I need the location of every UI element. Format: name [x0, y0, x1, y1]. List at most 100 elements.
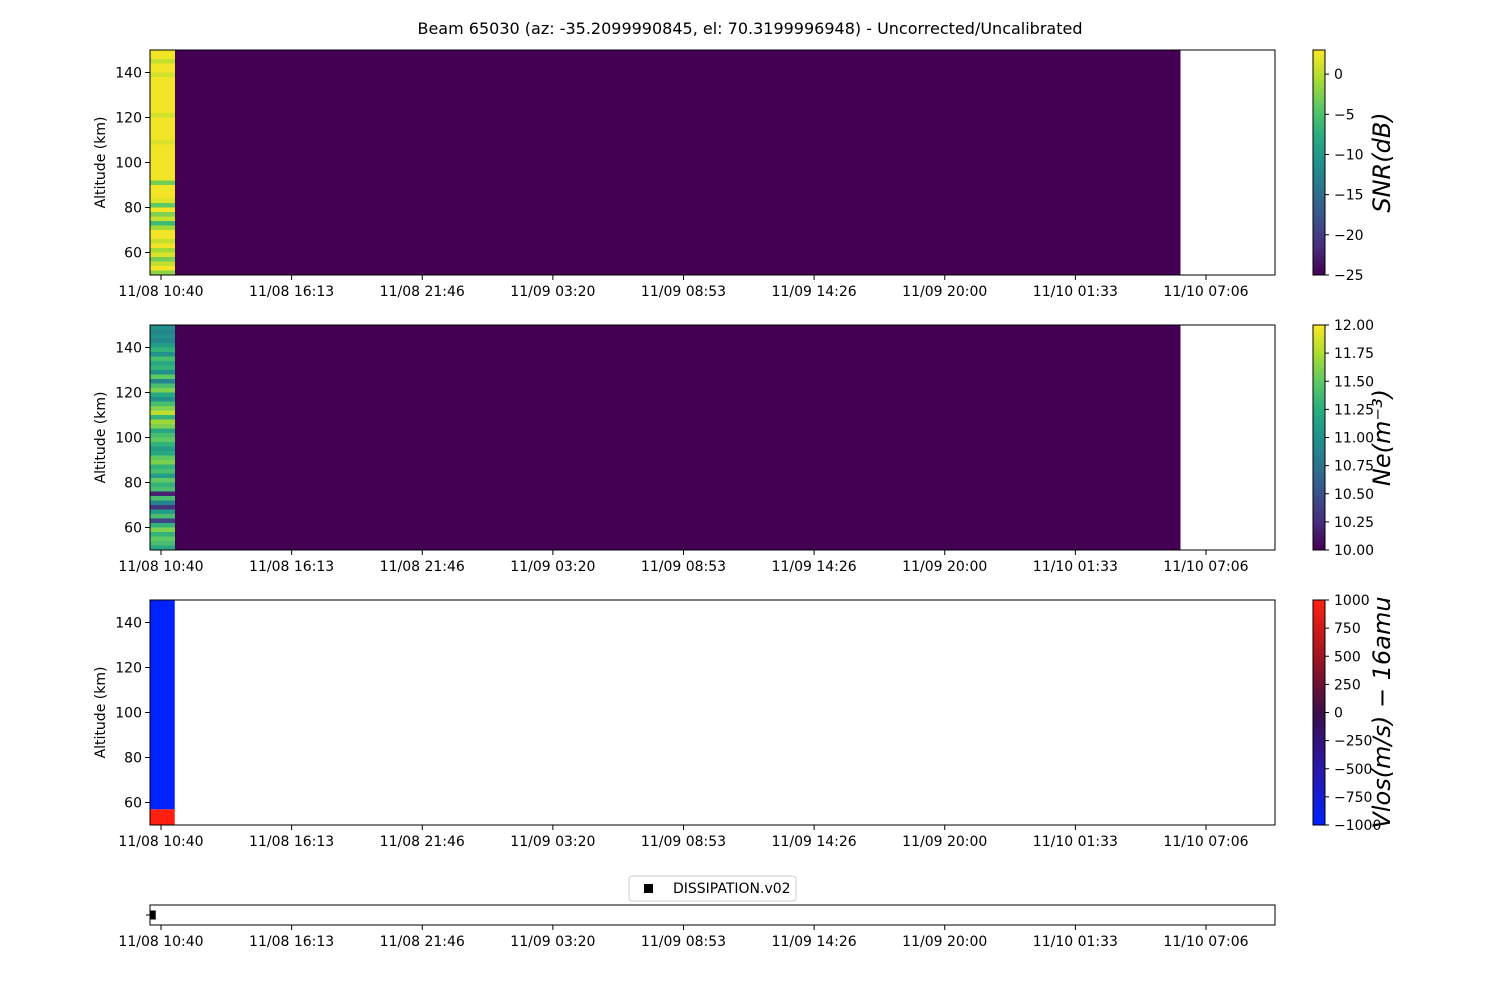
heatmap-cell	[150, 54, 175, 60]
heatmap-cell	[150, 176, 175, 181]
x-tick-label: 11/09 03:20	[510, 284, 595, 300]
heatmap-cell	[150, 433, 175, 438]
heatmap-cell	[150, 600, 175, 810]
heatmap-cell	[150, 514, 175, 519]
heatmap-cell	[150, 216, 175, 222]
heatmap-cell	[150, 203, 175, 208]
heatmap-cell	[150, 158, 175, 163]
heatmap-cell	[150, 212, 175, 217]
heatmap-cell	[150, 194, 175, 199]
x-tick-label: 11/09 08:53	[641, 559, 726, 575]
heatmap-cell	[150, 185, 175, 190]
x-tick-label: 11/08 10:40	[118, 834, 203, 850]
heatmap-cell	[150, 347, 175, 353]
y-axis-label: Altitude (km)	[93, 667, 109, 759]
heatmap-cell	[150, 446, 175, 452]
colorbar: 1000 750 500 250 0 −250 −500 −750 −1000Vlos(m/s)…	[1312, 593, 1396, 834]
colorbar-tick-label: 10.75	[1334, 459, 1374, 475]
x-tick-label: 11/09 14:26	[772, 284, 857, 300]
heatmap-cell	[150, 86, 175, 91]
heatmap-cell	[150, 153, 175, 159]
colorbar-tick-label: 11.50	[1334, 374, 1374, 390]
data-point	[149, 910, 156, 920]
heatmap-cell	[150, 541, 175, 546]
heatmap-cell	[150, 523, 175, 528]
heatmap-cell	[150, 135, 175, 141]
colorbar-tick-label: −15	[1334, 188, 1364, 204]
colorbar-tick-label: 11.75	[1334, 346, 1374, 362]
heatmap-cell	[150, 334, 175, 339]
x-tick-label: 11/08 21:46	[380, 934, 465, 950]
heatmap-cell	[150, 189, 175, 195]
heatmap-cell	[150, 496, 175, 501]
colorbar-tick-label: −1000	[1334, 818, 1381, 834]
heatmap-cell	[150, 243, 175, 249]
colorbar-tick-label: 11.25	[1334, 402, 1374, 418]
heatmap-cell	[150, 388, 175, 393]
x-tick-label: 11/09 14:26	[772, 559, 857, 575]
heatmap-cell	[150, 487, 175, 492]
heatmap-background-cells	[150, 50, 1181, 275]
colorbar-tick-label: 0	[1334, 706, 1343, 722]
heatmap-cell	[150, 68, 175, 73]
colorbar-tick-label: −20	[1334, 228, 1364, 244]
x-tick-label: 11/10 07:06	[1163, 559, 1248, 575]
y-tick-label: 60	[124, 521, 142, 537]
legend-marker	[644, 884, 653, 893]
heatmap-cell	[150, 536, 175, 542]
colorbar-label: Vlos(m/s) − 16amu	[1368, 596, 1396, 828]
x-tick-label: 11/10 01:33	[1033, 284, 1118, 300]
heatmap-cell	[150, 162, 175, 168]
heatmap-cell	[150, 509, 175, 515]
colorbar-tick-label: −5	[1334, 107, 1355, 123]
heatmap-cell	[150, 207, 175, 213]
heatmap-cell	[150, 117, 175, 123]
heatmap-cell	[150, 406, 175, 411]
dissipation-panel: 11/08 10:40 11/08 16:13 11/08 21:46 11/09 0…	[118, 875, 1276, 950]
y-tick-label: 120	[115, 111, 142, 127]
heatmap-cell	[150, 113, 175, 118]
x-tick-label: 11/09 08:53	[641, 834, 726, 850]
heatmap-cell	[150, 144, 175, 150]
x-tick-label: 11/09 20:00	[902, 559, 987, 575]
colorbar-tick-label: 0	[1334, 67, 1343, 83]
colorbar-tick-label: −750	[1334, 790, 1372, 806]
colorbar-tick-label: −10	[1334, 147, 1364, 163]
heatmap-cell	[150, 365, 175, 371]
heatmap-cell	[150, 370, 175, 375]
colorbar-tick-label: 250	[1334, 677, 1361, 693]
heatmap-cell	[150, 180, 175, 186]
colorbar: 0 −5 −10 −15 −20 −25 SNR(dB)	[1312, 49, 1396, 284]
colorbar-gradient	[1312, 324, 1326, 551]
heatmap-cell	[150, 464, 175, 470]
heatmap-cell	[150, 171, 175, 177]
x-tick-label: 11/08 16:13	[249, 284, 334, 300]
heatmap-background-cells	[150, 325, 1181, 550]
vlos-panel: 60 80 100 120 140 Altitude (km) 11/08 10:40 11/…	[93, 593, 1396, 850]
axes-frame	[149, 599, 1276, 826]
x-tick-label: 11/10 07:06	[1163, 284, 1248, 300]
heatmap-cell	[150, 198, 175, 204]
heatmap-cell	[150, 356, 175, 362]
heatmap-cell	[150, 59, 175, 64]
heatmap-cell	[150, 257, 175, 262]
x-tick-label: 11/10 07:06	[1163, 934, 1248, 950]
x-tick-label: 11/09 08:53	[641, 284, 726, 300]
x-tick-label: 11/08 16:13	[249, 934, 334, 950]
heatmap-cell	[150, 397, 175, 402]
heatmap-cell	[150, 90, 175, 96]
x-tick-label: 11/08 10:40	[118, 559, 203, 575]
heatmap-cell	[150, 230, 175, 235]
heatmap-cell	[150, 270, 175, 276]
colorbar-tick-label: 10.00	[1334, 543, 1374, 559]
colorbar-tick-label: 1000	[1334, 593, 1370, 609]
chart-title: Beam 65030 (az: -35.2099990845, el: 70.3…	[417, 19, 1082, 38]
x-tick-label: 11/10 01:33	[1033, 834, 1118, 850]
heatmap-cell	[150, 95, 175, 100]
heatmap-cell	[150, 239, 175, 244]
heatmap-cell	[150, 500, 175, 506]
heatmap-cell	[150, 518, 175, 524]
heatmap-cell	[150, 167, 175, 172]
heatmap-cell	[150, 482, 175, 488]
